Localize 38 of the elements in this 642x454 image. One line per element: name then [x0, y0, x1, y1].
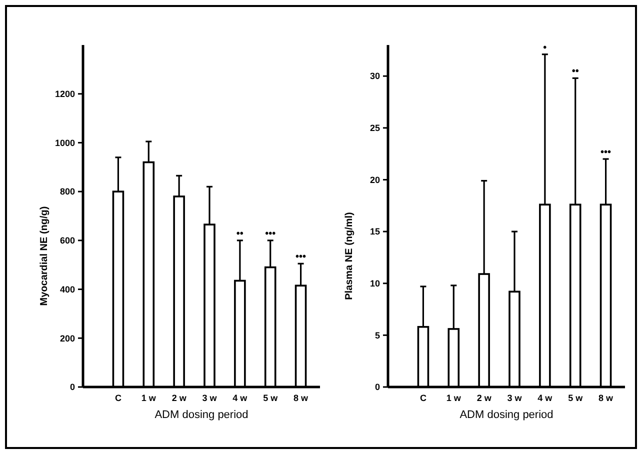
- y-tick-label: 5: [374, 330, 380, 340]
- y-tick-label: 1000: [54, 138, 75, 148]
- x-tick-label: 3 w: [202, 393, 218, 403]
- annotation: ••: [236, 228, 244, 240]
- annotation: •••: [265, 228, 276, 240]
- y-axis-title: Myocardial NE (ng/g): [39, 206, 50, 306]
- y-tick-label: 10: [370, 278, 380, 289]
- y-tick-label: 30: [370, 71, 380, 82]
- x-axis-title: ADM dosing period: [154, 409, 248, 421]
- x-tick-label: 4 w: [538, 393, 554, 403]
- x-axis-title: ADM dosing period: [460, 409, 554, 421]
- y-axis-title: Plasma NE (ng/ml): [344, 212, 355, 300]
- x-tick-label: 1 w: [446, 393, 462, 403]
- annotation: ••: [572, 66, 580, 78]
- x-tick-label: C: [420, 393, 427, 403]
- x-tick-label: 8 w: [294, 393, 310, 403]
- y-tick-label: 400: [60, 284, 75, 294]
- y-tick-label: 15: [370, 226, 380, 237]
- x-tick-label: 8 w: [598, 393, 614, 403]
- x-tick-label: 2 w: [172, 393, 188, 403]
- annotation: •: [543, 42, 548, 54]
- x-tick-label: C: [114, 393, 122, 403]
- y-tick-label: 1200: [54, 89, 75, 100]
- x-tick-label: 3 w: [507, 393, 523, 403]
- x-tick-label: 2 w: [476, 393, 492, 403]
- x-tick-label: 5 w: [568, 393, 584, 403]
- x-tick-label: 5 w: [263, 393, 279, 403]
- x-tick-label: 4 w: [232, 393, 248, 403]
- annotation: •••: [296, 252, 307, 263]
- annotation: •••: [600, 147, 612, 158]
- y-tick-label: 200: [60, 333, 75, 344]
- y-tick-label: 25: [370, 123, 380, 134]
- y-tick-label: 800: [60, 186, 75, 197]
- x-tick-label: 1 w: [141, 393, 157, 403]
- y-tick-label: 0: [70, 382, 75, 392]
- y-tick-label: 20: [370, 174, 380, 185]
- y-tick-label: 600: [60, 236, 75, 246]
- y-tick-label: 0: [374, 382, 380, 392]
